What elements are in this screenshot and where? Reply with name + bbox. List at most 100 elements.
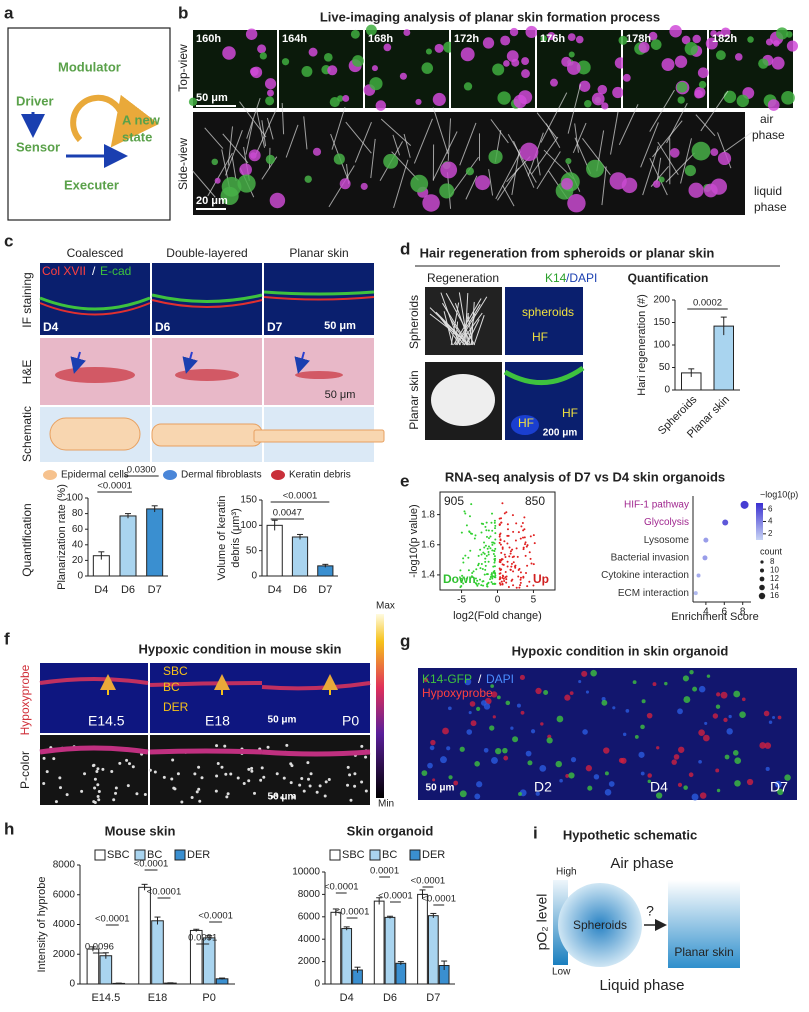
cell [612,86,624,99]
cell [704,721,708,725]
point-cloud [494,547,497,550]
point-cloud [520,525,523,528]
cell [488,149,503,165]
label: 0.0096 [85,942,114,953]
point-cloud [524,543,527,546]
if-band [263,296,375,301]
legend-label: SBC [107,849,130,861]
cell [492,715,496,719]
cell [715,768,720,773]
track [447,118,452,161]
nucleus [180,800,184,804]
label: P0 [202,992,215,1004]
label: 6000 [53,889,76,900]
point-cloud [480,553,483,556]
point-cloud [526,544,529,547]
nucleus [300,776,304,780]
nucleus [285,743,289,747]
bar [119,515,137,577]
label: 4000 [53,919,76,930]
error-bar [167,982,174,984]
cell [559,778,563,783]
label: 14 [770,583,779,592]
point-cloud [484,560,487,563]
label: Up [533,572,549,586]
point-cloud [487,553,490,556]
point-cloud [504,555,507,558]
track [207,152,233,197]
nucleus [220,765,224,769]
label: 1.8 [421,509,435,520]
track [370,138,376,179]
panel-label: b [178,3,188,22]
cell [188,97,198,106]
label: D7 [426,992,440,1004]
track [666,103,688,144]
cell [710,148,719,157]
label: -5 [457,595,466,606]
error-bar [376,897,383,905]
hair [467,313,474,346]
hair [464,293,469,346]
label: SBC [163,664,188,678]
track [700,90,729,132]
cell [604,789,612,796]
error-bar [430,912,437,918]
cell [453,780,459,786]
bar [427,915,439,985]
bar [266,524,283,577]
label: 100 [240,520,257,531]
photo [425,287,502,355]
label: Executer [64,177,119,192]
label: 8 [740,607,746,618]
cell [530,729,536,734]
error-bar [271,519,278,531]
label: Driver [16,93,54,108]
point-cloud [484,544,487,547]
cell [733,690,741,698]
cell [556,715,564,723]
hf [511,415,539,435]
point-cloud [501,546,504,549]
point-cloud [476,584,479,587]
track [231,156,237,181]
point-cloud [484,557,487,560]
dot [722,519,729,526]
dot [702,555,708,561]
label: Hypoxic condition in mouse skin [139,641,342,656]
track [567,84,582,134]
point-cloud [510,565,513,568]
cell [239,163,252,177]
label: Planarization rate (%) [56,484,68,590]
point-cloud [460,579,463,582]
point-cloud [532,584,535,587]
label: 160h [196,33,221,45]
point-cloud [532,563,535,566]
track [502,184,515,207]
bar [713,325,734,391]
cell [609,172,627,190]
cell [491,691,498,698]
nucleus [360,744,364,748]
nucleus [247,779,251,783]
track [497,167,520,201]
nucleus [42,782,46,786]
cell [492,63,505,76]
label: Side-view [176,138,190,190]
point-cloud [485,521,488,524]
cell [736,94,749,108]
nucleus [170,777,174,781]
cell [535,791,540,796]
label: 1.6 [421,539,435,550]
point-cloud [493,555,496,558]
label: 200 [653,295,670,306]
cell [474,793,481,800]
nucleus [95,770,99,774]
point-cloud [500,521,503,524]
error-bar [98,551,105,560]
colorbar [376,614,384,798]
point-cloud [528,580,531,583]
label: 0 [495,595,501,606]
label: 20 [72,555,84,566]
label: E18 [205,713,230,729]
